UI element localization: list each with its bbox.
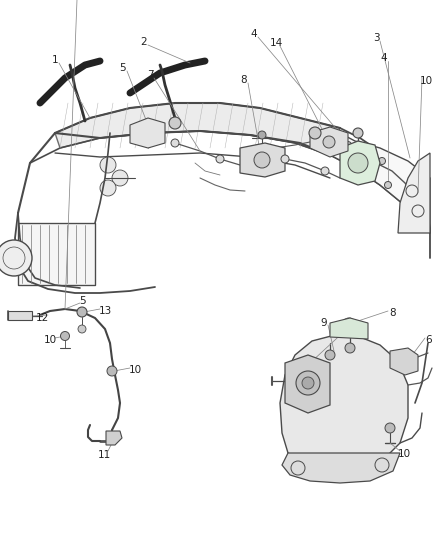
Circle shape [353, 128, 363, 138]
Circle shape [171, 139, 179, 147]
Circle shape [345, 141, 352, 149]
Circle shape [385, 423, 395, 433]
Polygon shape [340, 141, 380, 185]
Text: 10: 10 [397, 449, 410, 459]
Text: 13: 13 [99, 306, 112, 316]
Circle shape [281, 155, 289, 163]
Polygon shape [285, 355, 330, 413]
Polygon shape [130, 118, 165, 148]
Circle shape [254, 152, 270, 168]
Circle shape [348, 153, 368, 173]
Text: 4: 4 [251, 29, 257, 39]
Text: 7: 7 [341, 320, 347, 330]
Text: 5: 5 [119, 63, 125, 73]
Polygon shape [8, 311, 32, 320]
Circle shape [78, 325, 86, 333]
Circle shape [258, 131, 266, 139]
Polygon shape [55, 103, 340, 155]
Circle shape [100, 180, 116, 196]
Text: 8: 8 [241, 75, 247, 85]
Polygon shape [280, 335, 408, 467]
Polygon shape [18, 223, 95, 285]
Circle shape [349, 167, 356, 174]
Circle shape [385, 182, 392, 189]
Text: 8: 8 [390, 308, 396, 318]
Text: 4: 4 [381, 53, 387, 63]
Circle shape [169, 117, 181, 129]
Text: 6: 6 [426, 335, 432, 345]
Text: 3: 3 [373, 33, 379, 43]
Circle shape [216, 155, 224, 163]
Circle shape [378, 157, 385, 165]
Circle shape [77, 307, 87, 317]
Circle shape [323, 136, 335, 148]
Text: 7: 7 [147, 70, 153, 80]
Circle shape [0, 240, 32, 276]
Text: 1: 1 [52, 55, 58, 65]
Text: 5: 5 [80, 296, 86, 306]
Polygon shape [330, 128, 430, 233]
Text: 10: 10 [420, 76, 433, 86]
Circle shape [309, 127, 321, 139]
Polygon shape [240, 143, 285, 177]
Text: 10: 10 [128, 365, 141, 375]
Text: 10: 10 [43, 335, 57, 345]
Circle shape [112, 170, 128, 186]
Circle shape [60, 332, 70, 341]
Circle shape [342, 318, 356, 332]
Circle shape [100, 157, 116, 173]
Polygon shape [282, 453, 400, 483]
Circle shape [321, 167, 329, 175]
Circle shape [296, 371, 320, 395]
Circle shape [302, 377, 314, 389]
Polygon shape [106, 431, 122, 445]
Polygon shape [390, 348, 418, 375]
Polygon shape [310, 127, 348, 157]
Circle shape [107, 366, 117, 376]
Text: 12: 12 [35, 313, 49, 323]
Polygon shape [330, 318, 368, 339]
Text: 14: 14 [269, 38, 283, 48]
Text: 2: 2 [141, 37, 147, 47]
Polygon shape [398, 153, 430, 233]
Text: 9: 9 [321, 318, 327, 328]
Circle shape [345, 343, 355, 353]
Text: 11: 11 [97, 450, 111, 460]
Circle shape [325, 350, 335, 360]
